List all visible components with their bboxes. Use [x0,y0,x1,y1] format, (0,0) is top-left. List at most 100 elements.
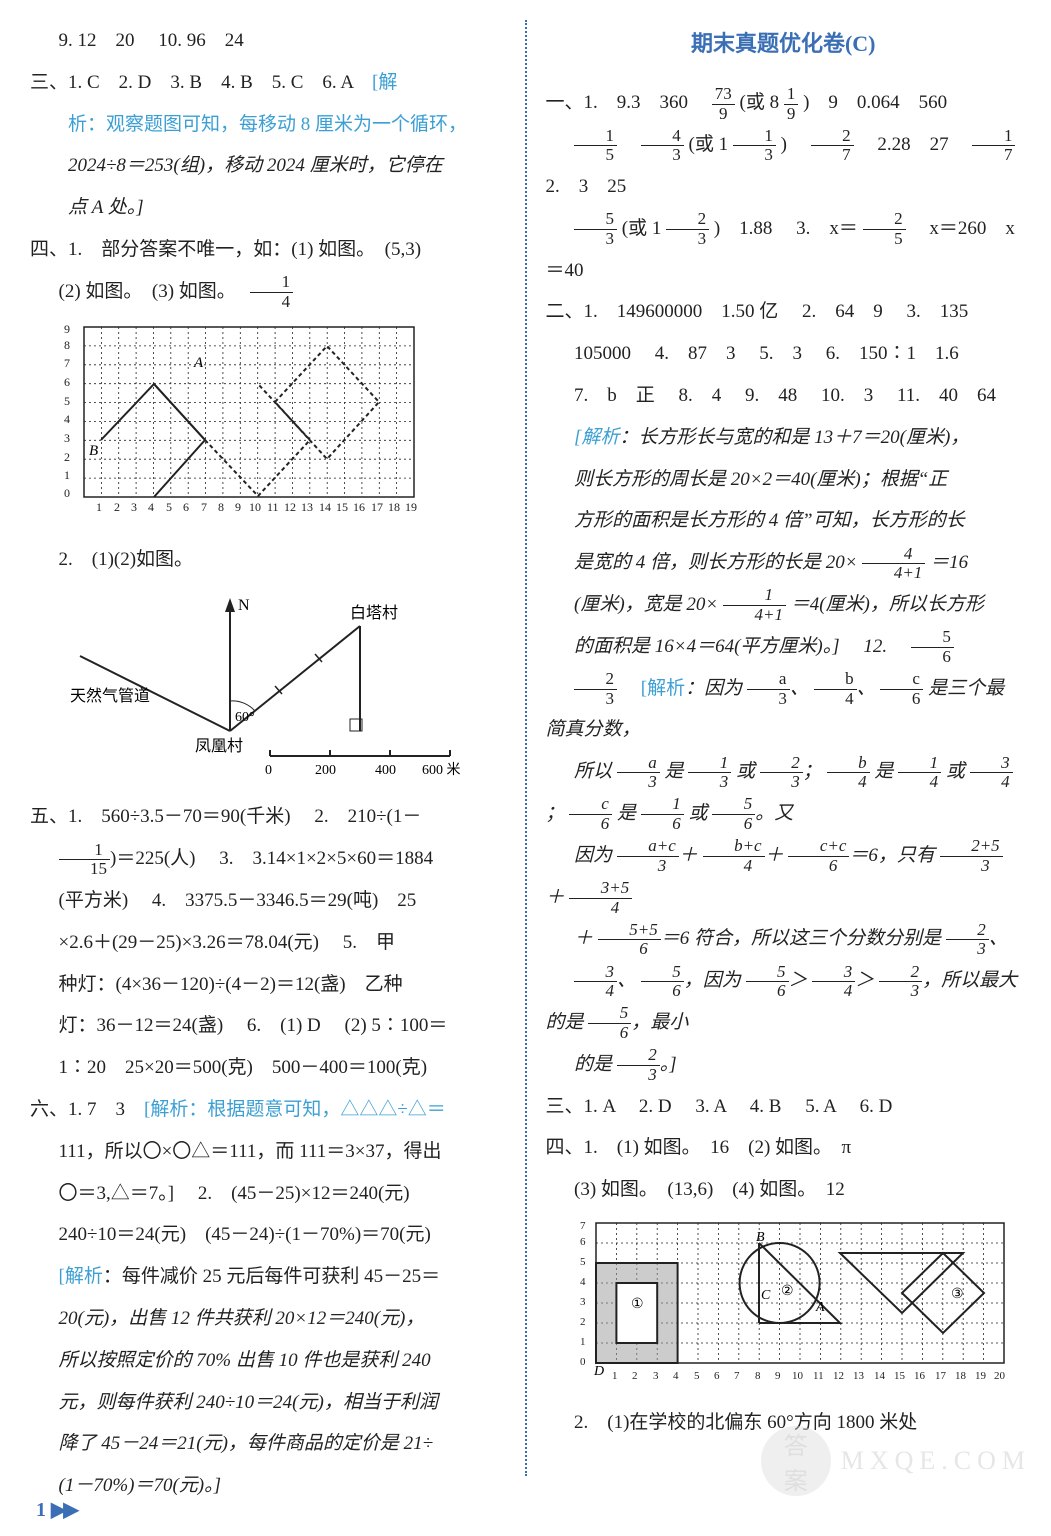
t: 105000 4. 87 3 5. 3 6. 150∶1 1.6 [546,333,1022,375]
f: 739 [712,85,735,123]
svg-text:15: 15 [894,1370,906,1382]
t: [解析：长方形长与宽的和是 13＋7＝20(厘米)， [546,417,1022,459]
grid-diagram-1: A B 012 345 6789 123 456 789 101112 1314… [60,319,430,529]
t: (或 1 [689,134,729,155]
frac: 14 [250,273,293,311]
svg-text:7: 7 [201,500,207,514]
t: (2) 如图。 (3) 如图。 [59,281,246,302]
svg-text:B: B [756,1230,765,1245]
f: 56 [911,628,954,666]
svg-text:5: 5 [694,1370,700,1382]
t: 240÷10＝24(元) (45－24)÷(1－70%)＝70(元) [30,1214,506,1256]
svg-text:10: 10 [249,500,261,514]
t: 元，则每件获利 240÷10＝24(元)，相当于利润 [30,1382,506,1424]
t: (厘米)，宽是 20× 14+1 ＝4(厘米)，所以长方形 [546,584,1022,626]
analysis-label: [解析：根据题意可知，△△△÷△＝ [144,1099,446,1120]
svg-text:7: 7 [580,1220,586,1232]
f: b4 [814,670,857,708]
svg-text:②: ② [781,1284,794,1299]
svg-text:7: 7 [734,1370,740,1382]
grid-diagram-2: ① ② ③ B C A D 012 345 67 123 456 789 101… [576,1217,1016,1392]
line: 9. 12 20 10. 96 24 [30,20,506,62]
t: 〇＝3,△＝7。] 2. (45－25)×12＝240(元) [30,1173,506,1215]
t: ＝4(厘米)，所以长方形 [791,594,984,615]
svg-text:14: 14 [874,1370,886,1382]
t: 111，所以〇×〇△＝111，而 111＝3×37，得出 [30,1131,506,1173]
t: ) 9 0.064 560 [803,92,947,113]
t: 2024÷8＝253(组)，移动 2024 厘米时，它停在 [30,145,506,187]
sec4-l1: 四、1. 部分答案不唯一，如：(1) 如图。 (5,3) [30,229,506,271]
left-column: 9. 12 20 10. 96 24 三、1. C 2. D 3. B 4. B… [30,20,506,1516]
svg-text:4: 4 [580,1276,586,1288]
t: 是宽的 4 倍，则长方形的长是 20× 44+1 ＝16 [546,542,1022,584]
t: 1∶20 25×20＝500(克) 500－400＝100(克) [30,1047,506,1089]
svg-text:7: 7 [64,356,70,370]
svg-text:19: 19 [405,500,417,514]
analysis-label: [解 [372,72,397,93]
f: c6 [880,670,923,708]
t: (或 8 [740,92,780,113]
f: 53 [574,210,617,248]
svg-text:10: 10 [792,1370,804,1382]
f: 23 [574,670,617,708]
t: ) [781,134,806,155]
t: 因为 a+c3＋ b+c4＋ c+c6＝6，只有 2+53＋ 3+54 [546,835,1022,919]
t: 23 [解析：因为 a3、 b4、 c6 是三个最简真分数， [546,668,1022,752]
svg-text:2: 2 [632,1370,638,1382]
f: 14+1 [723,586,786,624]
svg-text:3: 3 [64,431,70,445]
f: 15 [574,127,617,165]
svg-text:6: 6 [714,1370,720,1382]
svg-text:6: 6 [580,1236,586,1248]
svg-text:6: 6 [64,375,70,389]
t: 种灯：(4×36－120)÷(4－2)＝12(盏) 乙种 [30,964,506,1006]
svg-text:11: 11 [267,500,279,514]
sec3-ana: 析：观察题图可知，每移动 8 厘米为一个循环， [30,104,506,146]
t: (或 1 [622,218,662,239]
s1-l3: 53 (或 1 23 ) 1.88 3. x＝ 25 x＝260 x＝40 [546,208,1022,292]
page-number: 1 [36,1499,46,1521]
sec6-l1: 六、1. 7 3 [解析：根据题意可知，△△△÷△＝ [30,1089,506,1131]
watermark-circle: 答案 [761,1426,831,1496]
svg-text:8: 8 [218,500,224,514]
t: 所以 a3 是 13 或 23； b4 是 14 或 34； c6 是 16 或… [546,751,1022,835]
f: 25 [863,210,906,248]
sec5-l1: 五、1. 560÷3.5－70＝90(千米) 2. 210÷(1－ [30,796,506,838]
right-column: 期末真题优化卷(C) 一、1. 9.3 360 739 (或 8 19 ) 9 … [546,20,1022,1516]
svg-text:4: 4 [64,412,70,426]
t: 则长方形的周长是 20×2＝40(厘米)；根据“正 [546,459,1022,501]
t: 34、 56，因为 56＞ 34＞ 23，所以最大的是 56，最小 [546,960,1022,1044]
svg-text:3: 3 [653,1370,659,1382]
t: (1－70%)＝70(元)。] [30,1465,506,1507]
svg-text:2: 2 [580,1316,586,1328]
t: 的是 23。] [546,1044,1022,1086]
t: [解析：每件减价 25 元后每件可获利 45－25＝ [30,1256,506,1298]
svg-text:D: D [593,1364,604,1379]
svg-text:16: 16 [914,1370,926,1382]
svg-text:200: 200 [315,763,336,778]
svg-text:9: 9 [775,1370,781,1382]
t: )＝225(人) 3. 3.14×1×2×5×60＝1884 [110,848,433,869]
t: 20(元)，出售 12 件共获利 20×12＝240(元)， [30,1298,506,1340]
t: 析：观察题图可知，每移动 8 厘米为一个循环， [68,114,467,135]
svg-text:16: 16 [353,500,365,514]
t: 灯：36－12＝24(盏) 6. (1) D (2) 5∶100＝ [30,1005,506,1047]
svg-text:17: 17 [371,500,383,514]
svg-text:①: ① [631,1297,644,1312]
f: 43 [641,127,684,165]
svg-text:12: 12 [284,500,296,514]
svg-text:1: 1 [64,468,70,482]
svg-text:17: 17 [935,1370,947,1382]
page-footer: 1 ▶▶ [36,1497,76,1522]
svg-text:13: 13 [853,1370,865,1382]
svg-text:5: 5 [580,1256,586,1268]
t: (厘米)，宽是 20× [574,594,718,615]
svg-text:凤凰村: 凤凰村 [195,737,243,755]
sec5-l2: 115)＝225(人) 3. 3.14×1×2×5×60＝1884 [30,838,506,880]
svg-text:400: 400 [375,763,396,778]
svg-text:14: 14 [319,500,331,514]
watermark-text: MXQE.COM [841,1446,1031,1476]
svg-text:13: 13 [301,500,313,514]
svg-text:600 米: 600 米 [422,762,460,778]
village-diagram: N 天然气管道 白塔村 60° 凤凰村 0 200 400 600 米 [60,586,460,786]
